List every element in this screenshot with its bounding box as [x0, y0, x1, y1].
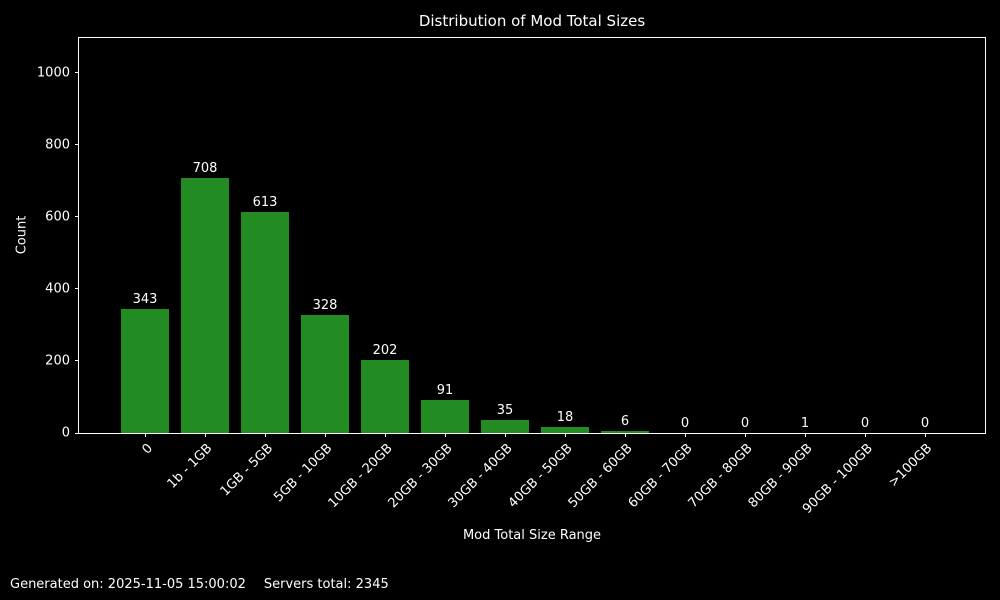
bar-value-label: 613: [252, 195, 278, 211]
x-tick-mark: [625, 433, 626, 437]
bar: [481, 420, 529, 433]
x-tick-label: 0: [139, 441, 156, 458]
x-tick-mark: [145, 433, 146, 437]
x-tick-label: >100GB: [886, 441, 936, 491]
bar-value-label: 0: [680, 416, 690, 431]
bar-value-label: 18: [556, 409, 574, 425]
bar: [301, 314, 349, 433]
bar-value-label: 328: [312, 297, 338, 313]
x-tick-mark: [205, 433, 206, 437]
bar-value-label: 343: [132, 292, 158, 308]
bar-value-label: 0: [860, 416, 870, 431]
x-tick-mark: [685, 433, 686, 437]
y-tick-label: 1000: [36, 65, 70, 81]
bar: [121, 309, 169, 433]
bar-value-label: 6: [620, 413, 630, 429]
bar-value-label: 202: [372, 343, 398, 359]
bar: [421, 400, 469, 433]
x-tick-mark: [565, 433, 566, 437]
bar-value-label: 1: [800, 415, 810, 431]
footer-servers-total: Servers total: 2345: [263, 577, 389, 592]
x-tick-mark: [385, 433, 386, 437]
bar: [241, 212, 289, 433]
y-tick-label: 200: [45, 353, 70, 369]
footer: Generated on: 2025-11-05 15:00:02 Servers…: [10, 577, 389, 592]
bar: [541, 426, 589, 433]
x-tick-mark: [505, 433, 506, 437]
bar-value-label: 35: [496, 403, 514, 419]
bar-value-label: 91: [436, 383, 454, 399]
y-tick-mark: [75, 432, 79, 434]
chart-title: Distribution of Mod Total Sizes: [418, 12, 646, 30]
x-tick-label: 5GB - 10GB: [271, 441, 336, 506]
x-tick-label: 1GB - 5GB: [217, 441, 276, 500]
y-tick-label: 800: [45, 137, 70, 153]
x-tick-mark: [445, 433, 446, 437]
x-tick-label: 1b - 1GB: [164, 441, 216, 492]
x-tick-mark: [805, 433, 806, 437]
y-tick-mark: [75, 216, 79, 218]
x-tick-mark: [265, 433, 266, 437]
footer-generated-on: Generated on: 2025-11-05 15:00:02: [10, 577, 246, 592]
y-tick-label: 400: [45, 281, 70, 297]
y-tick-label: 0: [61, 425, 70, 441]
y-tick-mark: [75, 144, 79, 146]
x-axis-label: Mod Total Size Range: [462, 528, 602, 543]
x-tick-mark: [925, 433, 926, 437]
y-tick-mark: [75, 360, 79, 362]
y-tick-mark: [75, 72, 79, 74]
x-tick-mark: [325, 433, 326, 437]
bar-value-label: 708: [192, 161, 218, 177]
bar: [361, 360, 409, 433]
y-tick-mark: [75, 288, 79, 290]
bar: [601, 430, 649, 433]
bar-value-label: 0: [920, 416, 930, 431]
bar-value-label: 0: [740, 416, 750, 431]
bar: [181, 178, 229, 433]
x-tick-mark: [745, 433, 746, 437]
plot-area: [78, 37, 986, 434]
x-tick-mark: [865, 433, 866, 437]
y-tick-label: 600: [45, 209, 70, 225]
